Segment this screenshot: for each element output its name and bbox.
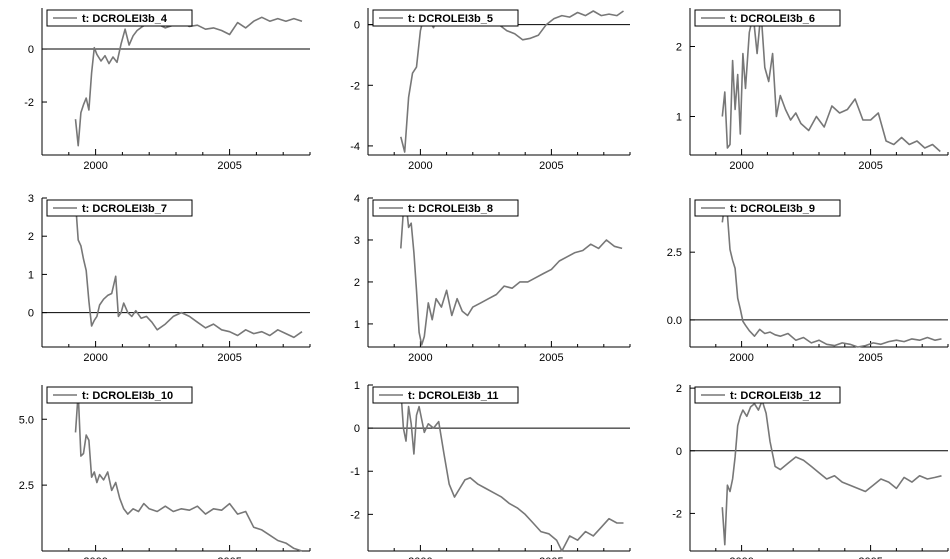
legend-box xyxy=(694,9,841,27)
y-tick-label: 0 xyxy=(354,20,360,32)
legend-label: t: DCROLEI3b_6 xyxy=(730,13,815,25)
y-tick-label: -2 xyxy=(350,80,360,92)
series-line xyxy=(721,399,942,546)
x-tick-label: 2000 xyxy=(729,352,753,364)
chart-panel-9: 2000 2005 2 0 -2 t: DCROLEI3b_12 xyxy=(672,383,949,559)
series-line xyxy=(400,10,624,153)
y-tick-label: 0 xyxy=(28,308,34,320)
legend-label: t: DCROLEI3b_10 xyxy=(82,390,173,402)
series-line xyxy=(721,10,941,153)
y-tick-label: 2 xyxy=(676,383,682,395)
y-tick-label: 3 xyxy=(354,235,360,247)
y-tick-label: 1 xyxy=(354,380,360,392)
y-tick-label: 1 xyxy=(354,319,360,331)
x-tick-label: 2000 xyxy=(729,556,753,559)
y-tick-label: -1 xyxy=(350,466,360,478)
x-tick-label: 2000 xyxy=(408,556,432,559)
y-tick-label: 3 xyxy=(28,193,34,205)
series-line xyxy=(74,16,303,147)
y-tick-label: 2 xyxy=(354,277,360,289)
x-tick-label: 2005 xyxy=(858,352,882,364)
legend-box xyxy=(46,386,193,404)
legend-box xyxy=(372,386,519,404)
y-tick-label: 2 xyxy=(676,42,682,54)
x-tick-label: 2005 xyxy=(217,160,241,172)
x-tick-label: 2005 xyxy=(539,556,563,559)
legend-box xyxy=(46,199,193,217)
x-tick-label: 2000 xyxy=(408,160,432,172)
legend-label: t: DCROLEI3b_5 xyxy=(408,13,493,25)
y-tick-label: 1 xyxy=(28,269,34,281)
legend-label: t: DCROLEI3b_9 xyxy=(730,203,815,215)
y-tick-label: -2 xyxy=(24,97,34,109)
x-tick-label: 2005 xyxy=(539,160,563,172)
chart-panel-2: 2000 2005 0 -2 -4 t: DCROLEI3b_5 xyxy=(350,8,631,172)
legend-box xyxy=(46,9,193,27)
legend-label: t: DCROLEI3b_7 xyxy=(82,203,167,215)
y-tick-label: -4 xyxy=(350,141,360,153)
x-tick-label: 2005 xyxy=(858,556,882,559)
y-tick-label: 1 xyxy=(676,112,682,124)
y-tick-label: -2 xyxy=(672,508,682,520)
chart-panel-8: 2000 2005 1 0 -1 -2 t: DCROLEI3b_11 xyxy=(350,380,631,559)
chart-panel-6: 2000 2005 2.5 0.0 t: DCROLEI3b_9 xyxy=(667,198,949,364)
series-line xyxy=(74,392,303,552)
x-tick-label: 2000 xyxy=(83,556,107,559)
x-tick-label: 2000 xyxy=(83,352,107,364)
chart-panel-5: 2000 2005 4 3 2 1 t: DCROLEI3b_8 xyxy=(354,193,631,364)
series-line xyxy=(721,202,942,348)
legend-box xyxy=(694,199,841,217)
series-line xyxy=(400,389,624,552)
x-tick-label: 2005 xyxy=(858,160,882,172)
chart-panel-4: 2000 2005 3 2 1 0 t: DCROLEI3b_7 xyxy=(28,193,311,364)
y-tick-label: 0.0 xyxy=(667,315,682,327)
x-tick-label: 2000 xyxy=(729,160,753,172)
legend-box xyxy=(694,386,841,404)
series-line xyxy=(400,201,623,346)
x-tick-label: 2005 xyxy=(217,352,241,364)
x-tick-label: 2005 xyxy=(539,352,563,364)
x-tick-label: 2000 xyxy=(408,352,432,364)
legend-label: t: DCROLEI3b_11 xyxy=(408,390,498,402)
legend-label: t: DCROLEI3b_8 xyxy=(408,203,493,215)
chart-panel-7: 2000 2005 5.0 2.5 t: DCROLEI3b_10 xyxy=(19,385,311,559)
y-tick-label: 5.0 xyxy=(19,414,34,426)
legend-box xyxy=(372,9,519,27)
y-tick-label: 0 xyxy=(354,423,360,435)
y-tick-label: 2.5 xyxy=(667,247,682,259)
legend-label: t: DCROLEI3b_12 xyxy=(730,390,821,402)
x-tick-label: 2005 xyxy=(217,556,241,559)
x-tick-label: 2000 xyxy=(83,160,107,172)
y-tick-label: 2 xyxy=(28,231,34,243)
y-tick-label: -2 xyxy=(350,509,360,521)
series-line xyxy=(74,201,303,339)
y-tick-label: 4 xyxy=(354,193,360,205)
y-tick-label: 0 xyxy=(28,44,34,56)
legend-box xyxy=(372,199,519,217)
chart-panel-1: 2000 2005 0 -2 t: DCROLEI3b_4 xyxy=(24,8,311,172)
y-tick-label: 0 xyxy=(676,446,682,458)
legend-label: t: DCROLEI3b_4 xyxy=(82,13,168,25)
chart-panel-3: 2000 2005 2 1 t: DCROLEI3b_6 xyxy=(676,8,949,172)
y-tick-label: 2.5 xyxy=(19,480,34,492)
